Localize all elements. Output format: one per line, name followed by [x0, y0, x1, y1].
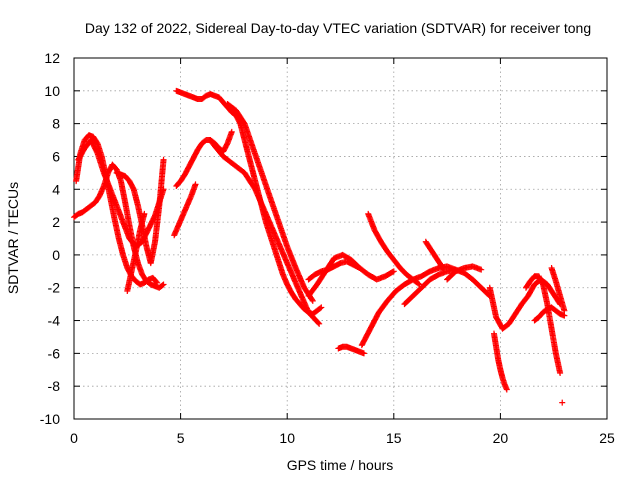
y-tick-label: -2 — [48, 280, 61, 296]
data-point-marker — [360, 350, 367, 357]
data-point-marker — [309, 297, 316, 304]
x-tick-label: 15 — [386, 430, 402, 446]
series-arc-23 — [531, 304, 568, 324]
data-point-marker — [160, 156, 167, 163]
series-arc-17 — [422, 238, 446, 272]
series-arc-9 — [209, 140, 323, 327]
data-point-marker — [192, 181, 199, 188]
y-tick-label: 10 — [44, 83, 60, 99]
y-axis-label: SDTVAR / TECUs — [5, 182, 21, 294]
data-point-marker — [439, 263, 446, 270]
data-point-marker — [159, 282, 166, 289]
data-point-marker — [559, 399, 566, 406]
series-arc-20 — [486, 276, 564, 332]
series-arc-13 — [335, 343, 367, 357]
data-point-marker — [309, 296, 316, 303]
data-point-marker — [317, 305, 324, 312]
y-tick-label: -10 — [40, 411, 60, 427]
axis-ticks — [73, 57, 608, 420]
data-point-marker — [557, 370, 564, 377]
data-point-marker — [390, 268, 397, 275]
data-point-marker — [160, 281, 167, 288]
x-tick-label: 0 — [70, 430, 78, 446]
series-arc-18 — [444, 263, 485, 283]
y-tick-label: 2 — [52, 214, 60, 230]
data-point-marker — [389, 268, 396, 275]
chart-title: Day 132 of 2022, Sidereal Day-to-day VTE… — [85, 20, 591, 36]
data-point-marker — [315, 319, 322, 326]
grid — [74, 58, 607, 419]
data-point-marker — [439, 265, 446, 272]
x-axis-label: GPS time / hours — [287, 457, 394, 473]
series-arc-16 — [401, 266, 493, 308]
series-arc-7 — [171, 181, 199, 239]
series-arc-15 — [365, 210, 423, 288]
x-tick-label: 5 — [177, 430, 185, 446]
series-arc-22 — [548, 265, 568, 314]
data-point-marker — [478, 266, 485, 273]
plot-frame — [73, 57, 608, 420]
tick-labels: 0 5 10 15 20 25 -10 -8 -6 -4 -2 0 2 4 6 8 10 12 — [40, 50, 615, 446]
y-tick-label: 4 — [52, 181, 60, 197]
x-tick-label: 25 — [599, 430, 615, 446]
series-arc-10 — [224, 100, 316, 304]
data-point-marker — [141, 210, 148, 217]
y-tick-label: 12 — [44, 50, 60, 66]
series-arc-12 — [305, 251, 397, 299]
data-point-marker — [318, 304, 325, 311]
y-tick-label: -8 — [48, 378, 61, 394]
x-tick-label: 20 — [493, 430, 509, 446]
data-points — [71, 87, 568, 406]
y-tick-label: 8 — [52, 116, 60, 132]
series-arc-19 — [491, 330, 510, 393]
data-point-marker — [316, 320, 323, 327]
y-tick-label: -4 — [48, 313, 61, 329]
data-point-marker — [415, 280, 422, 287]
x-tick-label: 10 — [279, 430, 295, 446]
series-arc-24 — [559, 399, 566, 406]
data-point-marker — [561, 312, 568, 319]
y-tick-label: -6 — [48, 345, 61, 361]
series-arc-5 — [124, 210, 148, 295]
y-tick-label: 0 — [52, 247, 60, 263]
data-point-marker — [503, 386, 510, 393]
y-tick-label: 6 — [52, 148, 60, 164]
data-point-marker — [228, 128, 235, 135]
